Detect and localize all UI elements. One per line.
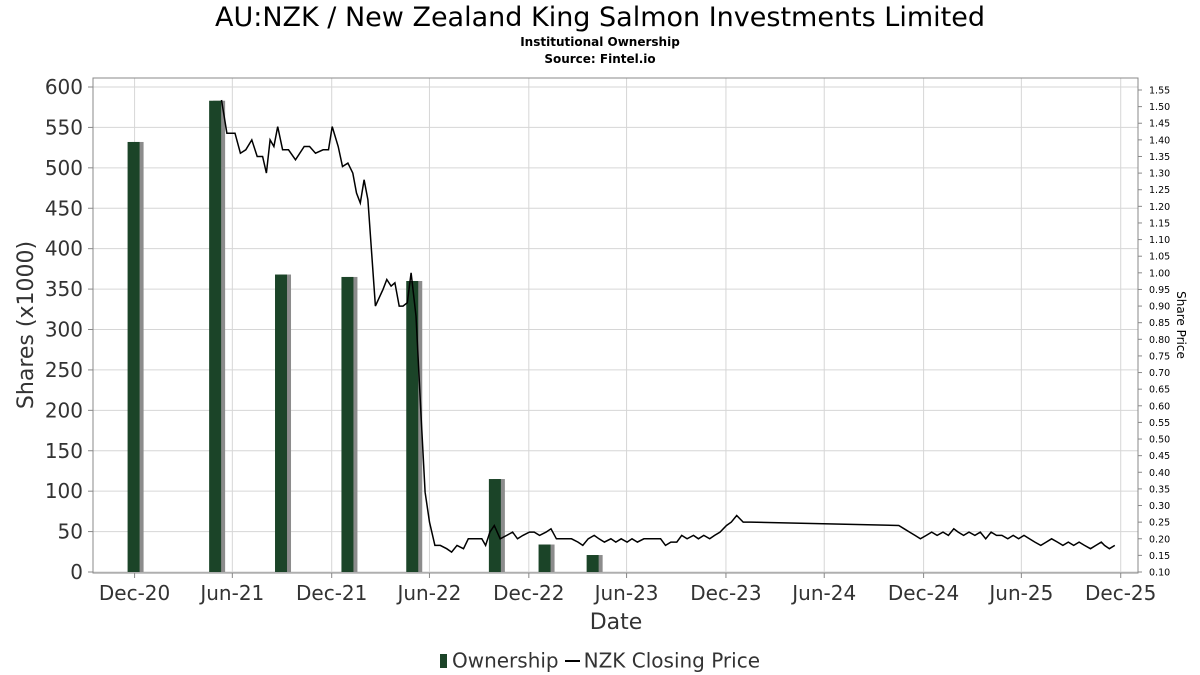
- y2-tick-label: 1.55: [1149, 86, 1170, 97]
- ownership-bar: [538, 544, 551, 572]
- plot-area: [92, 77, 1139, 574]
- y2-tick-label: 1.50: [1149, 102, 1170, 113]
- y2-tick-label: 0.60: [1149, 401, 1170, 412]
- y2-tick-label: 1.00: [1149, 268, 1170, 279]
- y2-tick-label: 0.80: [1149, 335, 1170, 346]
- y-tick-label: 500: [45, 156, 83, 180]
- x-tick-label: Jun-23: [593, 581, 659, 605]
- y2-tick-label: 0.50: [1149, 435, 1170, 446]
- x-tick-label: Dec-23: [690, 581, 761, 605]
- x-tick-label: Jun-22: [395, 581, 461, 605]
- ownership-legend-swatch: [439, 653, 447, 668]
- ownership-bar: [406, 281, 419, 572]
- y2-tick-label: 0.10: [1149, 568, 1170, 579]
- x-tick-label: Jun-24: [790, 581, 856, 605]
- y2-tick-label: 1.10: [1149, 235, 1170, 246]
- ownership-bar: [127, 141, 140, 572]
- y2-tick-label: 0.65: [1149, 385, 1170, 396]
- x-axis-label: Date: [590, 610, 643, 635]
- y2-tick-label: 0.95: [1149, 285, 1170, 296]
- y2-tick-label: 1.45: [1149, 119, 1170, 130]
- y-tick-label: 350: [45, 277, 83, 301]
- y2-tick-label: 1.25: [1149, 185, 1170, 196]
- y2-tick-label: 0.70: [1149, 368, 1170, 379]
- y-axis-right: 0.10 0.15 0.20 0.25 0.30 0.35 0.40 0.45 0.50 0.55…: [1138, 86, 1170, 579]
- price-line: [220, 99, 1116, 554]
- x-axis: Dec-20 Jun-21 Dec-21 Jun-22 Dec-22 Jun-23 Dec-…: [99, 573, 1156, 605]
- y2-tick-label: 0.75: [1149, 351, 1170, 362]
- y2-tick-label: 1.40: [1149, 135, 1170, 146]
- y2-tick-label: 0.25: [1149, 518, 1170, 529]
- ownership-bar: [209, 100, 222, 572]
- y-tick-label: 600: [45, 75, 83, 99]
- x-tick-label: Dec-20: [99, 581, 170, 605]
- chart-title: AU:NZK / New Zealand King Salmon Investm…: [214, 2, 985, 33]
- x-tick-label: Dec-22: [493, 581, 564, 605]
- grid: [93, 78, 1138, 573]
- x-tick-label: Jun-25: [987, 581, 1053, 605]
- y2-tick-label: 1.05: [1149, 252, 1170, 263]
- y-tick-label: 100: [45, 479, 83, 503]
- y-tick-label: 250: [45, 358, 83, 382]
- y2-tick-label: 0.35: [1149, 484, 1170, 495]
- y2-tick-label: 1.30: [1149, 169, 1170, 180]
- y-tick-label: 200: [45, 398, 83, 422]
- legend: Ownership NZK Closing Price: [0, 647, 1200, 673]
- y2-tick-label: 0.45: [1149, 451, 1170, 462]
- y2-tick-label: 0.90: [1149, 302, 1170, 313]
- y2-tick-label: 0.85: [1149, 318, 1170, 329]
- y2-tick-label: 0.40: [1149, 468, 1170, 479]
- y-tick-label: 0: [70, 560, 83, 584]
- y-axis-left: 0 50 100 150 200 250 300 350 400 450 500 550 600: [45, 75, 93, 584]
- x-tick-label: Dec-24: [888, 581, 959, 605]
- legend-price: NZK Closing Price: [583, 648, 761, 673]
- y-tick-label: 150: [45, 439, 83, 463]
- y-tick-label: 50: [58, 520, 83, 544]
- y-tick-label: 300: [45, 318, 83, 342]
- y2-tick-label: 0.15: [1149, 551, 1170, 562]
- y2-tick-label: 1.15: [1149, 218, 1170, 229]
- x-tick-label: Jun-21: [198, 581, 264, 605]
- chart-subtitle: Institutional Ownership: [520, 35, 680, 49]
- ownership-bar: [341, 276, 354, 572]
- y2-tick-label: 1.20: [1149, 202, 1170, 213]
- x-tick-label: Dec-21: [296, 581, 367, 605]
- y-tick-label: 450: [45, 196, 83, 220]
- y2-tick-label: 0.30: [1149, 501, 1170, 512]
- y2-tick-label: 1.35: [1149, 152, 1170, 163]
- y2-axis-label: Share Price: [1174, 291, 1188, 359]
- y2-tick-label: 0.55: [1149, 418, 1170, 429]
- x-tick-label: Dec-25: [1085, 581, 1156, 605]
- ownership-bars: [127, 100, 603, 572]
- price-legend-swatch: [564, 659, 580, 662]
- y-tick-label: 400: [45, 237, 83, 261]
- ownership-bar: [275, 274, 288, 572]
- chart-source: Source: Fintel.io: [544, 52, 656, 66]
- y-tick-label: 550: [45, 115, 83, 139]
- y2-tick-label: 0.20: [1149, 534, 1170, 545]
- legend-ownership: Ownership: [451, 648, 559, 673]
- ownership-bar: [586, 555, 599, 572]
- y-axis-label: Shares (x1000): [14, 241, 39, 409]
